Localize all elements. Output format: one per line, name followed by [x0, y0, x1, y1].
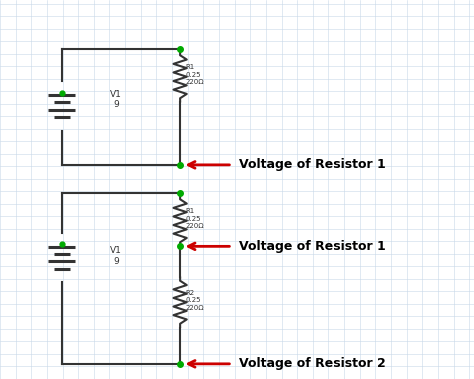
Text: R1
0.25
220Ω: R1 0.25 220Ω	[186, 208, 204, 229]
Text: Voltage of Resistor 1: Voltage of Resistor 1	[239, 240, 386, 253]
Text: V1
9: V1 9	[110, 90, 122, 109]
Text: Voltage of Resistor 2: Voltage of Resistor 2	[239, 357, 386, 370]
Text: R1
0.25
220Ω: R1 0.25 220Ω	[186, 64, 204, 85]
Text: Voltage of Resistor 1: Voltage of Resistor 1	[239, 158, 386, 171]
Text: R2
0.25
220Ω: R2 0.25 220Ω	[186, 290, 204, 311]
Text: V1
9: V1 9	[110, 246, 122, 266]
